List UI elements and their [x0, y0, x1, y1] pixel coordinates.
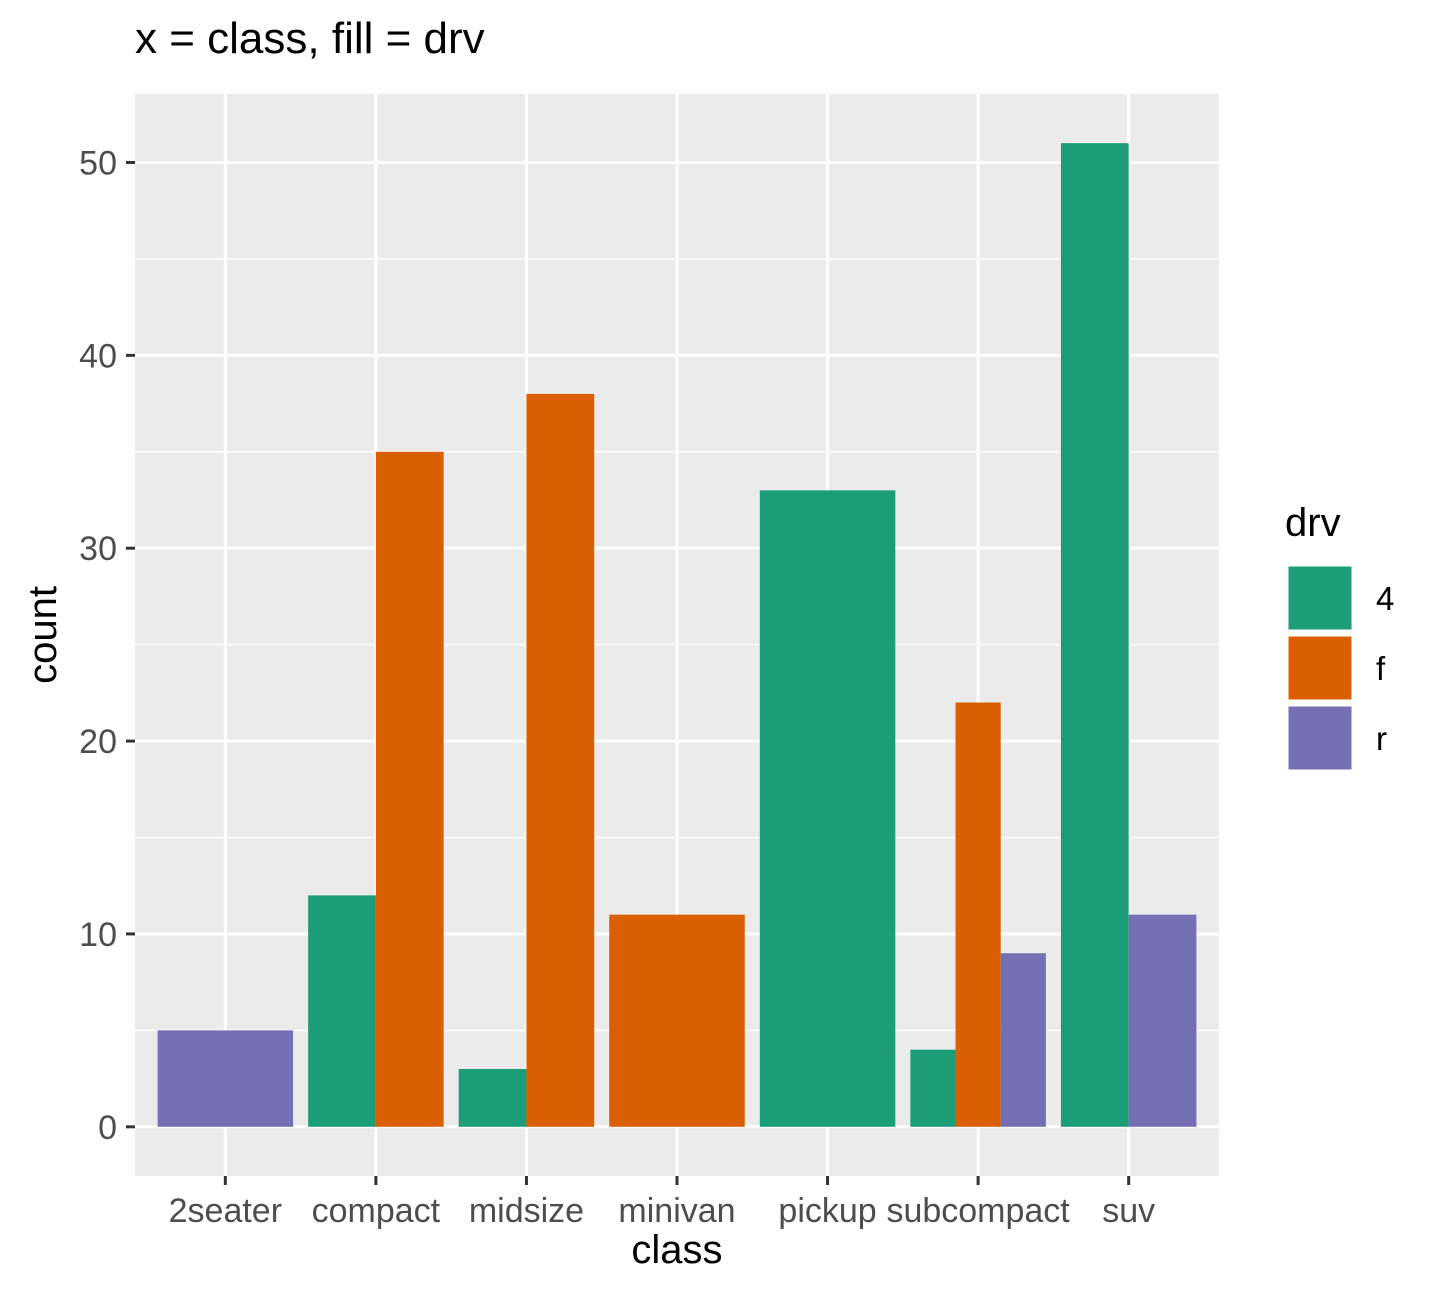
y-tick-label: 50 [79, 144, 117, 182]
x-tick-label: pickup [778, 1192, 876, 1230]
legend-title: drv [1285, 501, 1341, 545]
legend-key-4 [1285, 563, 1355, 633]
bar-suv-r [1128, 914, 1197, 1127]
y-tick-label: 30 [79, 530, 117, 568]
bar-suv-4 [1060, 143, 1129, 1127]
bars [157, 143, 1197, 1127]
y-tick-label: 0 [98, 1109, 117, 1147]
bar-minivan-f [609, 914, 745, 1127]
bar-midsize-4 [458, 1068, 527, 1127]
x-tick-label: compact [312, 1192, 441, 1230]
bar-pickup-4 [759, 490, 896, 1127]
y-tick-label: 40 [79, 337, 117, 375]
x-tick-label: 2seater [169, 1192, 282, 1230]
bar-subcompact-f [955, 702, 1001, 1127]
chart-title: x = class, fill = drv [135, 14, 485, 63]
legend-label-4: 4 [1376, 580, 1394, 617]
x-axis-title: class [631, 1228, 722, 1272]
legend-key-f [1285, 633, 1355, 703]
legend-label-r: r [1376, 720, 1387, 757]
x-tick-label: minivan [618, 1192, 735, 1230]
bar-2seater-r [157, 1030, 294, 1127]
x-tick-label: suv [1102, 1192, 1155, 1230]
x-tick-label: midsize [469, 1192, 584, 1230]
bar-subcompact-4 [910, 1049, 956, 1127]
legend-label-f: f [1376, 650, 1386, 687]
x-tick-label: subcompact [886, 1192, 1070, 1230]
bar-subcompact-r [1000, 953, 1046, 1127]
legend: drv 4 fr [1285, 501, 1394, 773]
y-axis-title: count [21, 586, 65, 684]
bar-compact-4 [308, 895, 376, 1127]
y-tick-label: 10 [79, 916, 117, 954]
bar-midsize-f [526, 393, 595, 1127]
y-tick-label: 20 [79, 723, 117, 761]
legend-key-r [1285, 703, 1355, 773]
axes: 0 10 20 30 40 50 2seater compact midsize minivan p… [79, 144, 1155, 1230]
bar-compact-f [375, 451, 444, 1127]
